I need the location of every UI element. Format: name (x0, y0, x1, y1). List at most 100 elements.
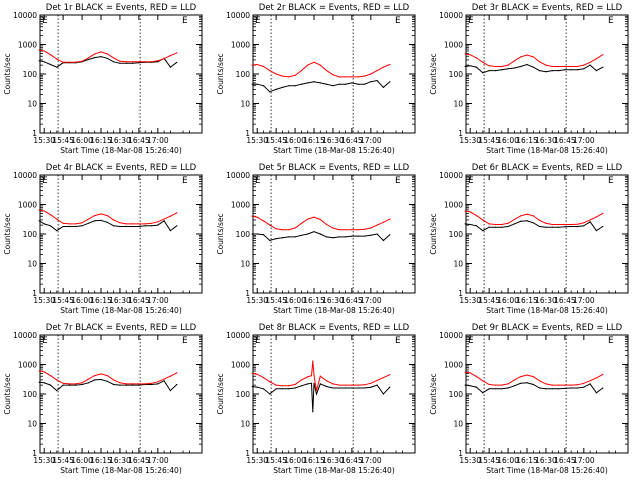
lld-data-point (87, 57, 89, 59)
events-data-point (315, 393, 318, 395)
events-data-point (119, 225, 121, 228)
corner-mark: E (395, 176, 401, 186)
events-data-point (119, 62, 121, 64)
x-tick-label: 15:45 (478, 456, 500, 465)
x-axis-label: Start Time (18-Mar-08 15:26:40) (273, 306, 395, 315)
events-data-point (602, 387, 604, 389)
panel-title: Det 8r BLACK = Events, RED = LLD (259, 323, 410, 333)
y-tick-label: 100 (23, 230, 38, 239)
plot-frame (465, 334, 629, 454)
y-tick-label: 10 (27, 100, 37, 109)
events-data-point (526, 220, 528, 222)
lld-data-point (595, 216, 597, 218)
lld-data-point (300, 70, 302, 72)
lld-data-point (345, 76, 347, 78)
lld-data-point (370, 382, 372, 384)
events-data-point (49, 384, 52, 386)
events-data-point (251, 233, 253, 235)
detector-panel: Det 4r BLACK = Events, RED = LLD 1 10 100 10… (0, 160, 213, 324)
events-data-point (602, 66, 604, 68)
corner-mark: E (468, 176, 474, 186)
x-tick-label: 15:30 (33, 296, 55, 305)
lld-data-point (68, 223, 71, 225)
lld-data-point (551, 223, 553, 226)
x-tick-label: 16:30 (109, 456, 131, 465)
plot-frame (39, 334, 203, 454)
lld-data-point (558, 65, 560, 68)
events-data-point (176, 61, 178, 63)
events-data-point (494, 388, 497, 390)
corner-mark: E (182, 16, 188, 26)
corner-mark: E (255, 176, 261, 186)
events-data-point (94, 220, 96, 222)
lld-data-point (169, 215, 171, 217)
x-tick-label: 17:00 (147, 296, 169, 305)
lld-data-point (382, 377, 384, 379)
y-tick-label: 10 (240, 260, 250, 269)
lld-data-point (294, 383, 296, 386)
events-data-point (332, 387, 334, 389)
lld-data-point (345, 229, 347, 231)
lld-series-line (39, 209, 178, 225)
events-data-point (475, 386, 478, 388)
lld-series-line (252, 61, 390, 78)
y-tick-label: 100 (23, 390, 38, 399)
x-tick-label: 17:00 (573, 456, 595, 465)
events-data-point (469, 385, 471, 387)
x-tick-label: 16:30 (322, 136, 344, 145)
events-data-point (262, 85, 265, 87)
lld-data-point (570, 65, 572, 68)
corner-mark: E (468, 336, 474, 346)
y-tick-label: 10000 (439, 171, 463, 180)
lld-data-point (564, 65, 566, 68)
x-tick-label: 15:45 (52, 296, 74, 305)
lld-series-line (465, 210, 604, 225)
x-tick-label: 16:45 (128, 456, 150, 465)
lld-data-point (595, 58, 597, 60)
y-axis-label: Counts/sec (429, 53, 438, 94)
events-data-point (363, 235, 366, 237)
plot-frame (252, 174, 416, 294)
y-tick-label: 1 (245, 289, 250, 298)
events-data-point (464, 223, 466, 225)
lld-data-point (43, 210, 45, 212)
lld-data-point (307, 218, 309, 220)
events-data-point (513, 223, 515, 225)
lld-data-point (494, 223, 497, 226)
events-data-point (43, 223, 45, 225)
events-data-point (494, 70, 497, 72)
events-data-point (49, 63, 52, 66)
lld-data-point (176, 372, 178, 374)
x-tick-label: 15:45 (478, 296, 500, 305)
y-tick-label: 1000 (18, 201, 37, 210)
panel-title: Det 3r BLACK = Events, RED = LLD (472, 3, 623, 13)
events-series-line (39, 56, 178, 68)
plot-frame (39, 174, 203, 294)
events-data-point (256, 83, 258, 85)
events-data-point (94, 57, 96, 59)
events-data-point (62, 384, 64, 386)
events-data-point (589, 64, 591, 66)
events-data-point (100, 56, 102, 58)
events-data-point (294, 387, 296, 389)
events-data-point (326, 236, 328, 238)
x-tick-label: 15:30 (459, 136, 481, 145)
x-tick-label: 15:30 (459, 456, 481, 465)
events-data-point (338, 387, 340, 389)
lld-data-point (494, 384, 497, 386)
events-data-point (251, 385, 253, 388)
lld-data-point (119, 222, 121, 224)
events-data-point (526, 63, 528, 66)
x-tick-label: 16:30 (535, 296, 557, 305)
lld-data-point (144, 61, 146, 63)
lld-data-point (307, 376, 309, 378)
events-data-point (87, 58, 89, 61)
lld-data-point (87, 218, 89, 220)
events-data-point (176, 225, 178, 227)
events-data-point (312, 411, 314, 413)
detector-panel: Det 5r BLACK = Events, RED = LLD 1 10 100 10… (213, 160, 426, 324)
lld-data-point (382, 66, 384, 68)
lld-data-point (363, 75, 366, 77)
y-tick-label: 100 (23, 70, 38, 79)
